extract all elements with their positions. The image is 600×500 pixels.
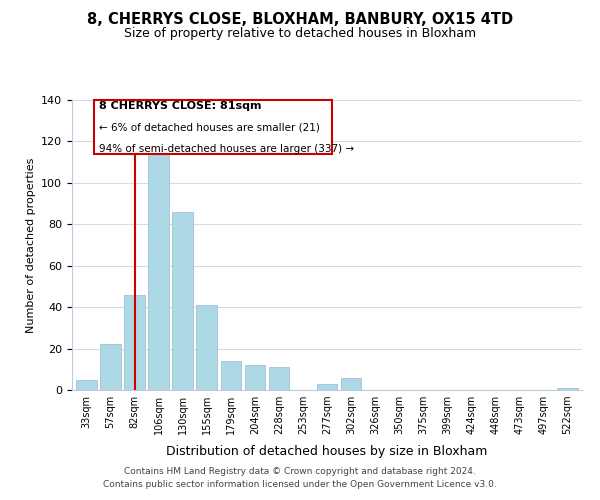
Text: ← 6% of detached houses are smaller (21): ← 6% of detached houses are smaller (21) xyxy=(99,122,320,132)
Text: 94% of semi-detached houses are larger (337) →: 94% of semi-detached houses are larger (… xyxy=(99,144,354,154)
FancyBboxPatch shape xyxy=(94,100,332,154)
Bar xyxy=(221,361,241,390)
Text: 8, CHERRYS CLOSE, BLOXHAM, BANBURY, OX15 4TD: 8, CHERRYS CLOSE, BLOXHAM, BANBURY, OX15… xyxy=(87,12,513,28)
Text: 8 CHERRYS CLOSE: 81sqm: 8 CHERRYS CLOSE: 81sqm xyxy=(99,101,261,111)
Bar xyxy=(100,344,121,390)
Bar xyxy=(172,212,193,390)
Bar xyxy=(196,305,217,390)
Bar xyxy=(148,152,169,390)
Bar xyxy=(76,380,97,390)
X-axis label: Distribution of detached houses by size in Bloxham: Distribution of detached houses by size … xyxy=(166,446,488,458)
Bar xyxy=(124,294,145,390)
Bar xyxy=(557,388,578,390)
Text: Contains public sector information licensed under the Open Government Licence v3: Contains public sector information licen… xyxy=(103,480,497,489)
Bar xyxy=(341,378,361,390)
Text: Size of property relative to detached houses in Bloxham: Size of property relative to detached ho… xyxy=(124,28,476,40)
Bar xyxy=(269,367,289,390)
Bar xyxy=(245,365,265,390)
Text: Contains HM Land Registry data © Crown copyright and database right 2024.: Contains HM Land Registry data © Crown c… xyxy=(124,467,476,476)
Y-axis label: Number of detached properties: Number of detached properties xyxy=(26,158,35,332)
Bar xyxy=(317,384,337,390)
